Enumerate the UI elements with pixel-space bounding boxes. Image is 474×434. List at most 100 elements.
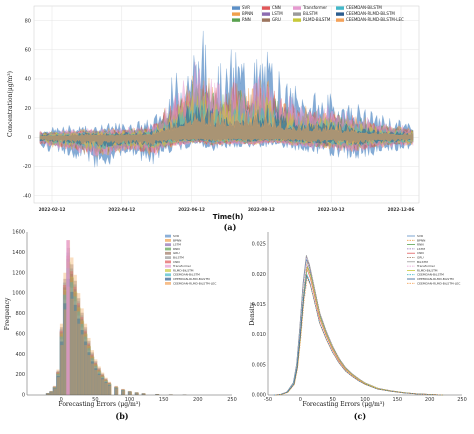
chart-b-bar — [141, 393, 146, 395]
chart-a-y-tick-label: 40 — [25, 77, 31, 83]
chart-a-y-tick-label: 0 — [28, 135, 31, 141]
chart-b-bar — [73, 284, 77, 395]
chart-b-bar — [141, 393, 145, 395]
chart-b-bar — [155, 394, 159, 395]
chart-b-bar — [155, 394, 160, 395]
chart-b-bar — [50, 391, 54, 395]
chart-b-bar — [93, 363, 97, 395]
chart-b-bar — [83, 336, 87, 395]
chart-b-bar — [103, 380, 108, 395]
chart-b-bar — [97, 372, 102, 395]
chart-b-bar — [155, 394, 159, 395]
chart-b-x-tick-label: 150 — [159, 397, 169, 403]
chart-b-bar — [114, 387, 118, 395]
chart-c-legend-label: CEEMDAN-RLMD-BiLSTM-LEC — [417, 281, 460, 285]
chart-b-bar — [53, 388, 57, 395]
chart-b-bar — [100, 372, 105, 395]
chart-b-bars — [45, 240, 187, 395]
chart-b-bar — [90, 361, 94, 395]
chart-b-bar — [62, 284, 67, 395]
chart-b-bar — [90, 354, 94, 395]
chart-b-bar — [107, 382, 112, 395]
chart-b-bar — [76, 311, 80, 395]
chart-b-y-tick-label: 600 — [15, 331, 25, 337]
chart-b-bar — [91, 359, 95, 395]
chart-b-bar — [59, 330, 63, 395]
chart-b-bar — [97, 368, 101, 395]
chart-b-bar — [53, 387, 57, 395]
chart-b-bar — [107, 383, 111, 395]
chart-b-xlabel: Forecasting Errors — [58, 401, 116, 408]
chart-b-bar — [135, 393, 139, 395]
chart-b-y-tick-label: 1000 — [12, 291, 25, 297]
chart-b-bar — [56, 377, 61, 395]
chart-a-y-tick-label: 80 — [25, 18, 31, 24]
chart-a-legend-label: Transformer — [302, 5, 327, 10]
chart-c-curve-rlmd-bilstm — [274, 267, 444, 396]
chart-a-x-tick-label: 2022-04-12 — [108, 207, 135, 212]
chart-c-x-tick-label: 150 — [393, 397, 403, 403]
chart-b-bar — [121, 389, 126, 395]
chart-b-bar — [63, 278, 67, 395]
chart-a-legend-label: CNN — [272, 5, 281, 10]
chart-b-bar — [90, 355, 94, 395]
chart-b-bar — [86, 342, 91, 395]
chart-b-bar — [90, 353, 94, 395]
chart-b-bar — [56, 372, 60, 395]
chart-c-legend-label: Transformer — [416, 264, 436, 268]
chart-a-legend-label: SVR — [242, 5, 250, 10]
chart-b-bar — [77, 298, 81, 395]
chart-b-legend-label: GRU — [173, 251, 180, 255]
chart-a-legend-swatch — [262, 6, 270, 10]
chart-b-bar — [127, 391, 132, 395]
chart-b-bar — [50, 392, 54, 395]
chart-b-bar — [59, 341, 64, 395]
chart-b-bar — [50, 391, 54, 395]
chart-a-series — [39, 30, 414, 168]
chart-b-bar — [53, 388, 57, 395]
chart-b-bar — [94, 366, 98, 395]
chart-b-bar — [142, 393, 146, 395]
chart-b-bar — [155, 394, 159, 395]
chart-b-bar — [56, 373, 61, 395]
chart-b-legend-label: Transformer — [172, 264, 192, 268]
chart-a-legend-swatch — [336, 18, 344, 22]
chart-b-bar — [108, 383, 112, 395]
chart-b-bar — [49, 391, 53, 395]
chart-b-bar — [53, 387, 57, 395]
chart-b-bar — [135, 392, 139, 395]
chart-b-bar — [83, 327, 88, 395]
chart-a-legend-swatch — [293, 18, 301, 22]
chart-b-bar — [56, 375, 60, 395]
chart-b-bar — [94, 359, 98, 395]
chart-b-bar — [49, 391, 53, 395]
chart-b-bar — [155, 393, 159, 395]
chart-a-y-tick-label: 60 — [25, 47, 31, 53]
chart-b-legend-swatch — [165, 269, 171, 272]
chart-b-bar — [76, 303, 80, 395]
chart-b-legend-label: BiLSTM — [173, 256, 184, 260]
chart-b-bar — [103, 379, 108, 395]
chart-b-bar — [141, 393, 146, 395]
chart-b-bar — [121, 389, 125, 395]
chart-b-bar — [114, 387, 119, 395]
chart-b-bar — [97, 369, 101, 395]
chart-b-bar — [104, 378, 108, 395]
chart-b-bar — [46, 393, 50, 395]
chart-c-y-tick-label: 0.005 — [252, 362, 266, 368]
chart-b-bar — [69, 273, 74, 395]
chart-c-legend-label: GRU — [417, 256, 424, 260]
chart-c-y-tick-label: 0.025 — [252, 242, 266, 248]
chart-b-bar — [73, 304, 77, 395]
chart-b-xlabel-unit: (μg/m³) — [118, 401, 141, 408]
chart-b-legend-swatch — [165, 243, 171, 247]
chart-b-bar — [121, 389, 125, 395]
chart-a-legend-swatch — [293, 6, 301, 10]
chart-b-legend: SVRBPNNLSTMRNNGRUBiLSTMCNNTransformerRLM… — [165, 234, 216, 285]
chart-b-bar — [77, 313, 81, 395]
chart-b-bar — [46, 393, 50, 395]
chart-b-bar — [77, 318, 81, 395]
chart-b-legend-swatch — [165, 247, 171, 251]
chart-b-bar — [101, 375, 105, 395]
